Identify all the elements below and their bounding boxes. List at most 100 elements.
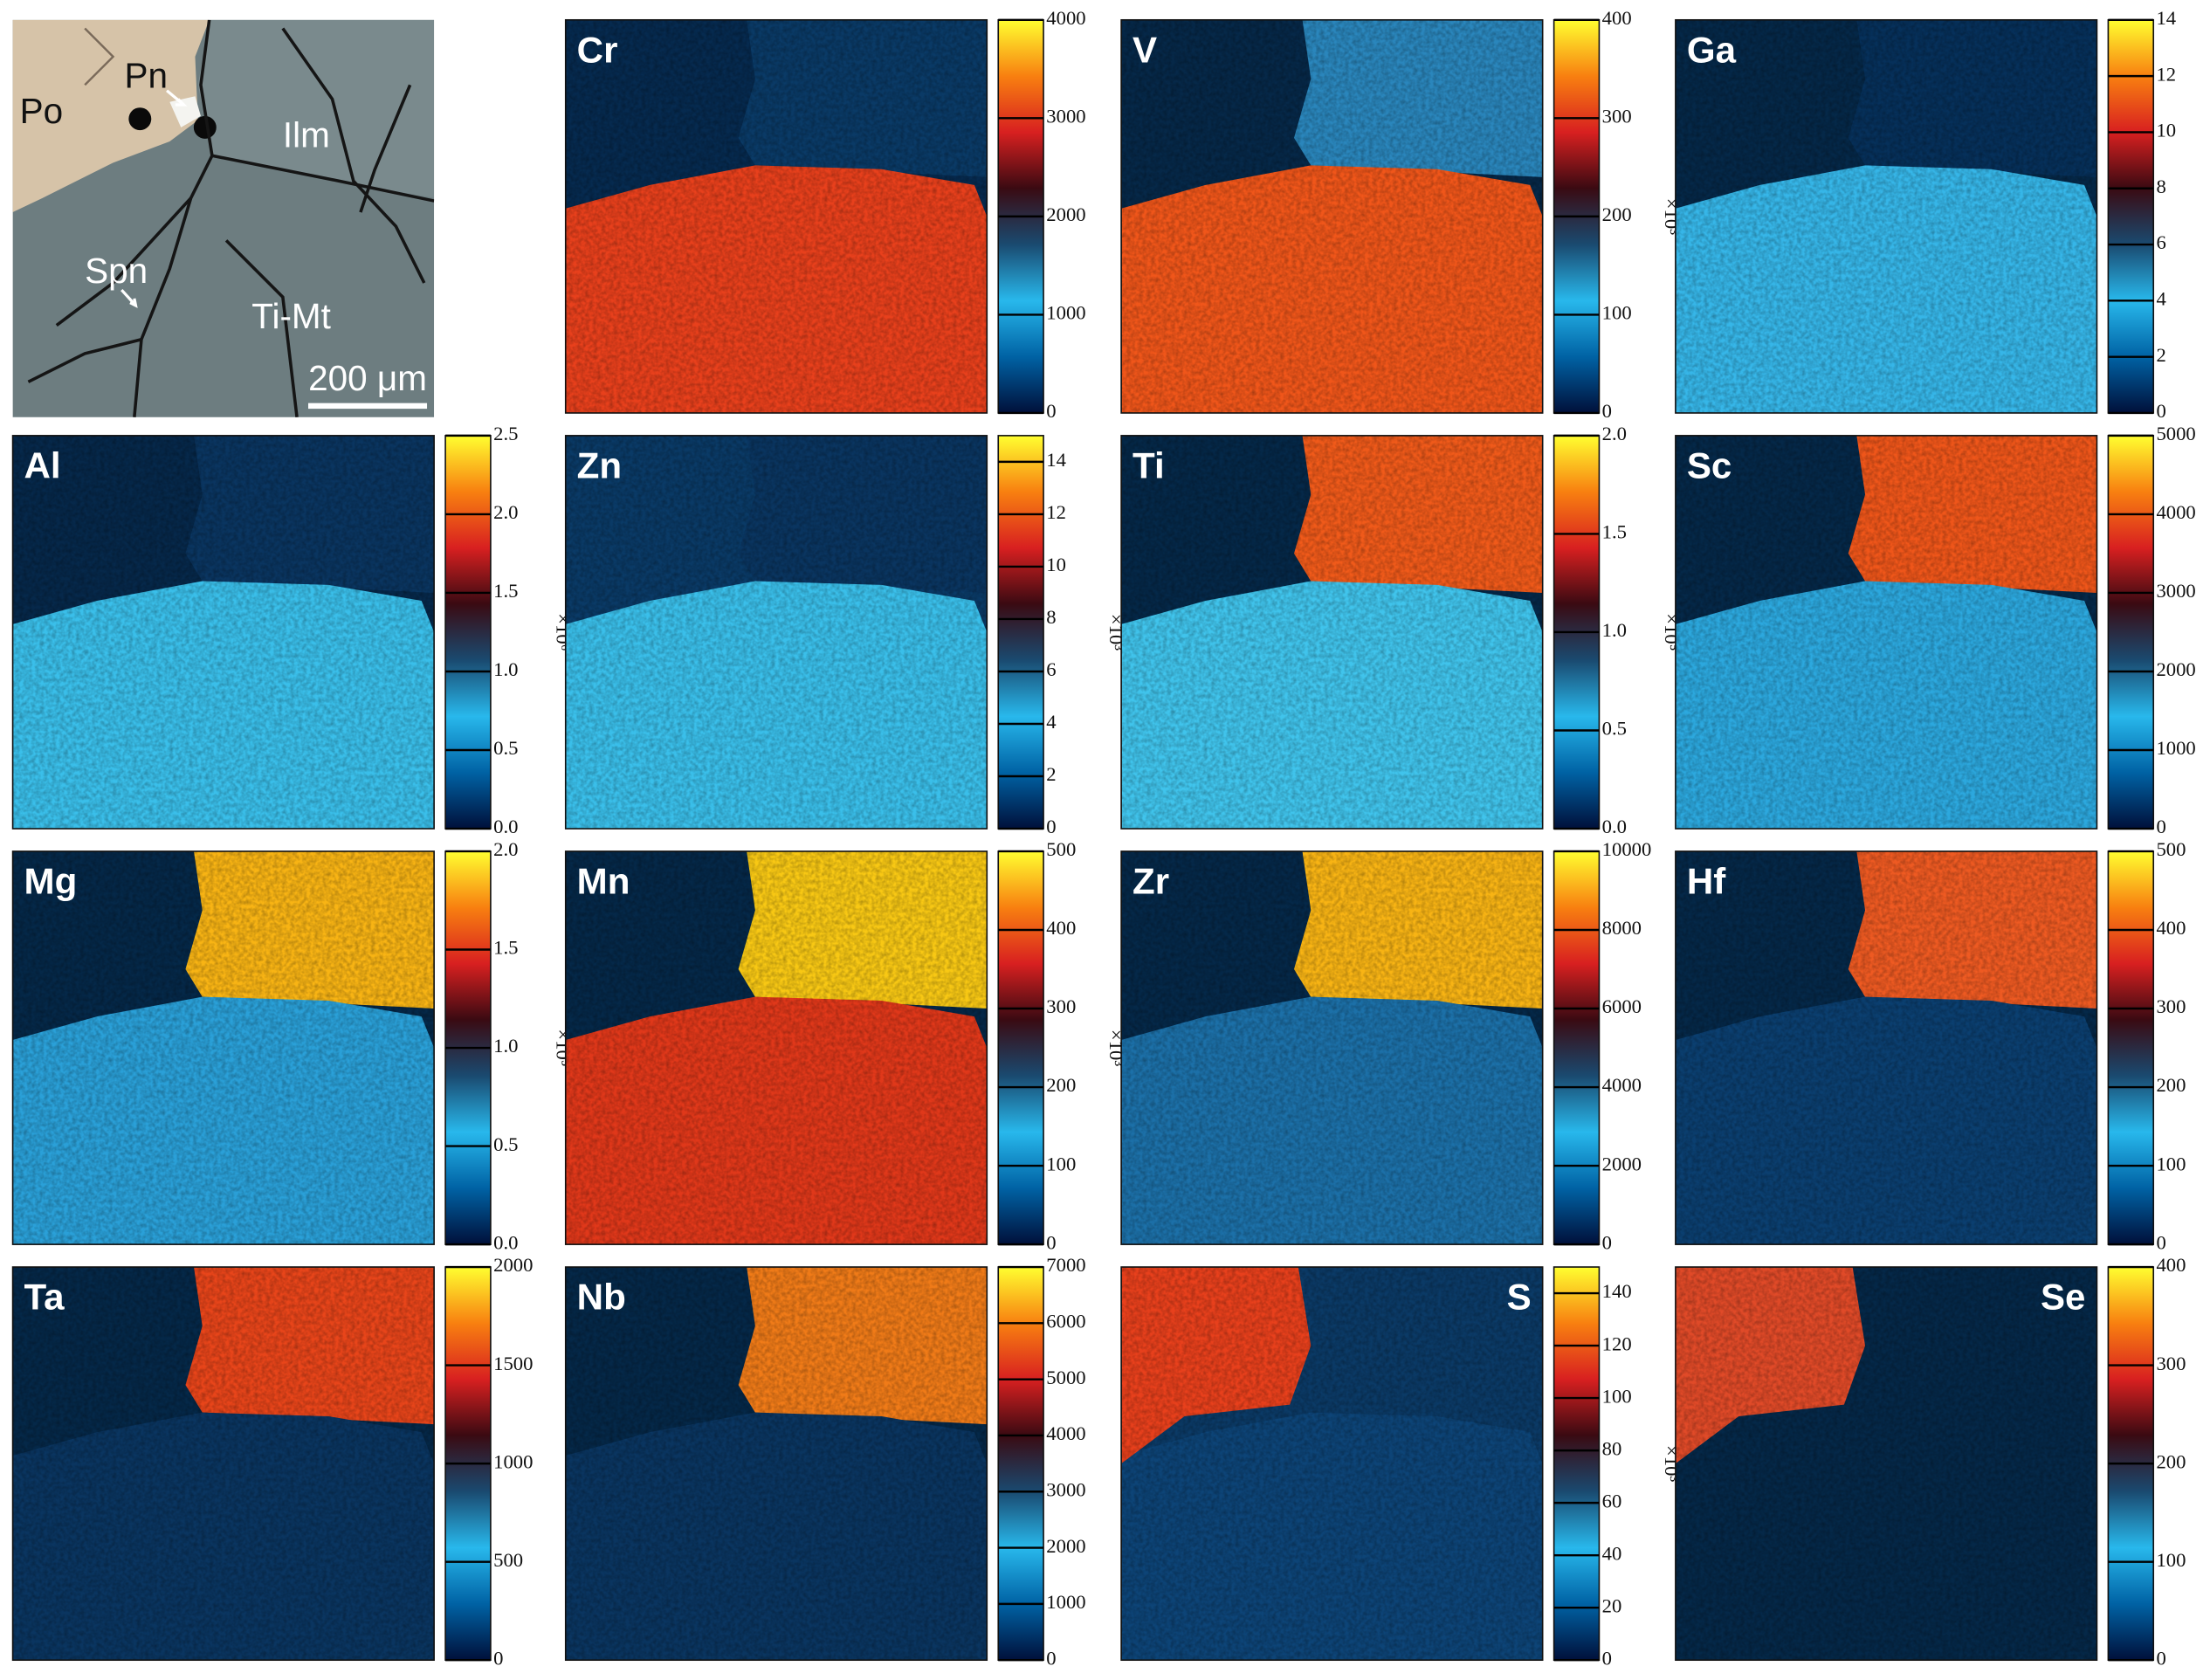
colorbar-tick-label: 0 (1046, 816, 1056, 837)
colorbar-tick-label: 2000 (1046, 203, 1085, 225)
colorbar-tick-label: 4 (1046, 711, 1056, 733)
colorbar-tick-label: 500 (1046, 838, 1076, 860)
colorbar-tick-label: 400 (2156, 1254, 2186, 1276)
micrograph: Po Pn Ilm Spn Ti-Mt 200 μm (12, 19, 435, 417)
element-label: Hf (1687, 861, 1726, 902)
colorbar (2107, 18, 2155, 414)
colorbar-tick-label: 3000 (1046, 106, 1085, 127)
colorbar-tick-label: 20 (1602, 1594, 1622, 1616)
colorbar-tick-label: 6000 (1046, 1311, 1085, 1332)
map-frame (1120, 18, 1544, 414)
colorbar-tick-label: 0 (493, 1647, 503, 1669)
element-map (1675, 1266, 2098, 1662)
colorbar-tick-label: 2.0 (493, 838, 518, 860)
colorbar-tick-label: 400 (1046, 917, 1076, 939)
colorbar-tick-label: 2.5 (493, 423, 518, 444)
colorbar-tick-label: 6 (2156, 231, 2165, 253)
colorbar-tick-label: 1500 (493, 1353, 533, 1374)
colorbar-tick-label: 1.5 (1602, 521, 1627, 543)
arrow (166, 89, 188, 107)
pit (128, 107, 152, 131)
colorbar-tick-label: 0.0 (493, 816, 518, 837)
colorbar-tick-label: 0.0 (493, 1231, 518, 1253)
colorbar-tick-label: 300 (2156, 1353, 2186, 1374)
colorbar-tick-label: 4000 (1602, 1074, 1642, 1096)
map-frame (1675, 435, 2098, 830)
element-label: Nb (577, 1277, 626, 1318)
ilmenite-grain (197, 19, 435, 198)
map-frame (1120, 850, 1544, 1245)
map-frame (1675, 850, 2098, 1245)
colorbar-tick-label: 4000 (1046, 7, 1085, 29)
colorbar-tick-label: 0 (2156, 1647, 2165, 1669)
element-label: V (1133, 29, 1157, 70)
colorbar-tick-label: 60 (1602, 1490, 1622, 1511)
colorbar-tick-label: 0 (1602, 1647, 1612, 1669)
map-texture (12, 850, 435, 1245)
element-map (1120, 1266, 1544, 1662)
element-map-panel: Cr 0 1000 2000 3000 4000 (564, 7, 1086, 422)
colorbar-tick-label: 14 (2156, 7, 2176, 29)
colorbar-tick-label: 10 (1046, 554, 1066, 575)
colorbar-tick-label: 10 (2156, 120, 2176, 141)
element-map-panel: Ti0.00.51.01.52.0×10⁵ (1120, 423, 1683, 837)
colorbar-tick-label: 0 (2156, 1231, 2165, 1253)
colorbar-tick-label: 2.0 (1602, 423, 1627, 444)
pyrrhotite-grain (12, 19, 210, 213)
pit (193, 115, 217, 139)
colorbar-tick-label: 2000 (1602, 1153, 1642, 1174)
colorbar-tick-label: 0 (1046, 1647, 1056, 1669)
colorbar-tick-label: 1000 (493, 1450, 533, 1472)
colorbar (2107, 850, 2155, 1245)
scale-bar-label: 200 μm (308, 358, 427, 398)
colorbar-tick-label: 100 (2156, 1153, 2186, 1174)
element-map-panel: Sc 0 1000 2000 3000 4000 5000 (1675, 423, 2196, 837)
colorbar-tick-label: 120 (1602, 1332, 1632, 1354)
colorbar-tick-label: 400 (2156, 917, 2186, 939)
element-map-panel: Se 0 100 200 300 400 (1675, 1254, 2186, 1669)
element-label: Zr (1133, 861, 1169, 902)
colorbar-tick-label: 7000 (1046, 1254, 1085, 1276)
colorbar-tick-label: 1.0 (1602, 619, 1627, 641)
element-map (1120, 850, 1544, 1245)
element-map (564, 435, 988, 830)
element-label: Se (2041, 1277, 2086, 1318)
element-label: Ti (1133, 444, 1165, 485)
map-texture (1121, 850, 1543, 1245)
colorbar (997, 1266, 1044, 1662)
cracks (27, 19, 435, 417)
map-texture (565, 435, 988, 830)
map-texture (565, 850, 988, 1245)
element-map-panel: Nb 0 1000 2000 3000 4000 5000 6000 7000 (564, 1254, 1086, 1669)
colorbar-tick-label: 12 (1046, 501, 1066, 523)
colorbar-tick-label: 100 (1046, 1153, 1076, 1174)
colorbar-tick-label: 0.0 (1602, 816, 1627, 837)
map-texture (565, 1267, 988, 1661)
colorbar-tick-label: 1.5 (493, 580, 518, 602)
colorbar-tick-label: 500 (493, 1549, 523, 1571)
colorbar-tick-label: 0 (1046, 1231, 1056, 1253)
map-texture (12, 435, 435, 830)
map-frame (1120, 1266, 1544, 1662)
colorbar-tick-label: 1000 (2156, 737, 2195, 759)
element-label: Al (24, 444, 61, 485)
colorbar-tick-label: 8000 (1602, 917, 1642, 939)
element-map (11, 1266, 435, 1662)
colorbar (997, 850, 1044, 1245)
colorbar-tick-label: 3000 (2156, 580, 2195, 602)
colorbar-tick-label: 1000 (1046, 1591, 1085, 1613)
map-texture (1675, 850, 2097, 1245)
colorbar-tick-label: 12 (2156, 63, 2176, 85)
mineral-label: Spn (85, 251, 148, 291)
colorbar-tick-label: 0 (1602, 400, 1612, 422)
map-frame (564, 1266, 988, 1662)
colorbar-tick-label: 200 (2156, 1450, 2186, 1472)
colorbar-tick-label: 100 (1602, 302, 1632, 324)
colorbar-tick-label: 2000 (493, 1254, 533, 1276)
element-label: Zn (577, 444, 622, 485)
element-map-panel: Ta 0 500 1000 1500 2000 (11, 1254, 533, 1669)
